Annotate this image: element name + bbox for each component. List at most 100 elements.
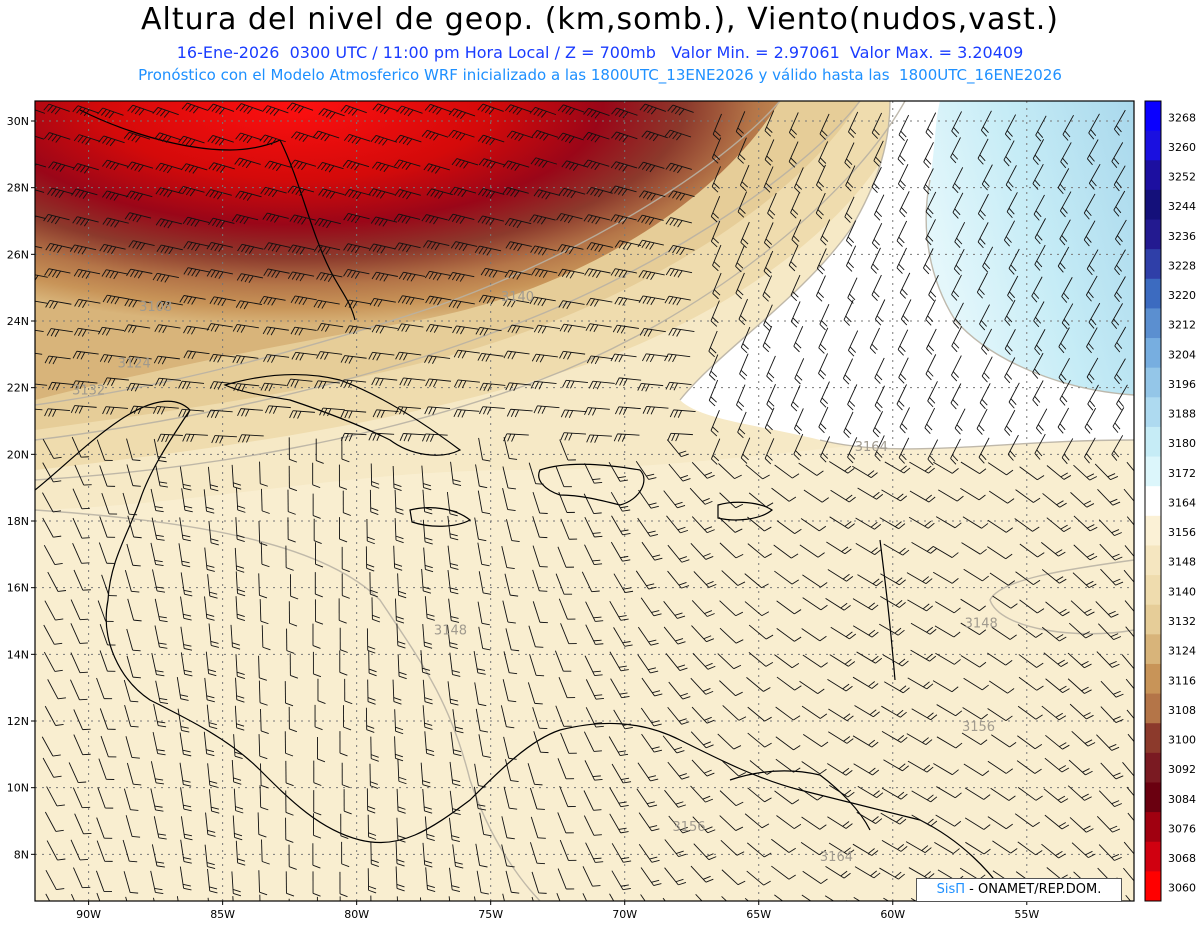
wind-barb [288, 465, 298, 492]
wind-barb [667, 570, 690, 589]
wind-barb [394, 518, 404, 544]
lon-tick-label: 80W [344, 908, 369, 921]
wind-barb [368, 351, 395, 361]
wind-barb [343, 213, 370, 224]
wind-barb [771, 865, 796, 880]
wind-barb [44, 268, 71, 279]
wind-barb [503, 651, 518, 675]
wind-barb [773, 544, 799, 559]
wind-barb [96, 870, 113, 893]
wind-barb [1003, 140, 1015, 167]
wind-barb [640, 894, 646, 901]
wind-barb [154, 324, 181, 334]
wind-barb [393, 545, 403, 571]
wind-barb [582, 893, 588, 901]
wind-barb [614, 240, 642, 251]
wind-barb [96, 840, 113, 862]
wind-barb [764, 139, 775, 166]
wind-barb [744, 601, 770, 617]
wind-barb [558, 491, 575, 513]
wind-barb [747, 732, 772, 748]
wind-barb [474, 517, 487, 542]
colorbar-swatch [1145, 426, 1161, 458]
wind-barb [690, 785, 714, 803]
colorbar-swatch [1145, 634, 1161, 665]
wind-barb [935, 814, 962, 827]
wind-barb [896, 384, 907, 411]
map-border [34, 100, 1135, 902]
wind-barb [291, 131, 318, 142]
colorbar-label: 3236 [1168, 230, 1196, 243]
wind-barb [609, 893, 615, 901]
wind-barb [585, 842, 604, 863]
colorbar-swatch [1145, 841, 1161, 872]
wind-barb [260, 763, 269, 789]
wind-barb [883, 543, 910, 556]
wind-barb [560, 432, 587, 441]
wind-barb [43, 651, 63, 672]
wind-barb [99, 624, 116, 646]
wind-barb [422, 788, 433, 814]
wind-barb [852, 676, 879, 689]
wind-barb [1006, 192, 1018, 219]
wind-barb [369, 763, 379, 789]
wind-barb [423, 240, 450, 251]
wind-barb [285, 760, 294, 787]
wind-barb [421, 214, 448, 225]
wind-barb [532, 516, 548, 539]
wind-barb [126, 382, 153, 392]
wind-barb [879, 867, 905, 880]
wind-barb [177, 708, 190, 733]
wind-barb [557, 758, 575, 780]
wind-barb [45, 300, 72, 309]
wind-barb [127, 104, 154, 116]
colorbar-label: 3228 [1168, 259, 1196, 272]
wind-barb [124, 298, 151, 308]
wind-barb [394, 736, 404, 762]
chart-title: Altura del nivel de geop. (km,somb.), Vi… [141, 2, 1059, 37]
wind-barb [1057, 168, 1070, 195]
wind-barb [531, 130, 559, 141]
wind-barb [258, 680, 268, 706]
wind-barb [313, 244, 341, 255]
wind-barb [637, 626, 659, 646]
wind-barb [668, 681, 691, 700]
wind-barb [1125, 894, 1132, 901]
wind-barb [932, 545, 959, 558]
wind-barb [395, 406, 421, 415]
wind-barb [1111, 435, 1124, 461]
wind-barb [801, 628, 827, 642]
wind-barb [642, 405, 669, 415]
wind-barb [853, 763, 880, 776]
wind-barb [816, 164, 826, 192]
wind-barb [1071, 730, 1096, 747]
wind-barb [721, 570, 746, 586]
wind-barb [478, 626, 491, 651]
wind-barb [794, 408, 804, 435]
colorbar-swatch [1145, 693, 1161, 724]
wind-barb [776, 628, 802, 642]
wind-barb [260, 186, 287, 198]
wind-barb [180, 163, 208, 174]
wind-barb [610, 353, 637, 363]
wind-barb [826, 541, 852, 555]
wind-barb [344, 678, 353, 705]
wind-barb [286, 628, 295, 654]
wind-barb [610, 541, 631, 562]
colorbar-label: 3204 [1168, 348, 1196, 361]
colorbar-label: 3108 [1168, 704, 1196, 717]
wind-barb [153, 816, 167, 840]
wind-barb [775, 736, 801, 751]
wind-barb [1041, 843, 1066, 859]
wind-barb [181, 488, 193, 513]
wind-barb [44, 132, 71, 143]
wind-barb [125, 355, 152, 365]
wind-barb [988, 490, 1015, 504]
wind-barb [799, 680, 825, 694]
wind-barb [503, 736, 517, 760]
wind-barb [637, 239, 664, 250]
wind-barb [1041, 569, 1067, 584]
wind-barb [557, 104, 585, 116]
wind-barb [871, 223, 883, 250]
wind-barb [288, 437, 298, 463]
